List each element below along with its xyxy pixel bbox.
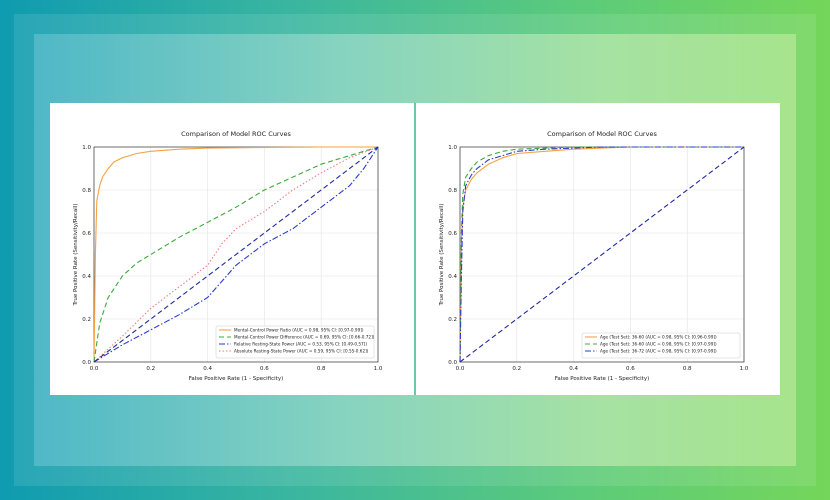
y-tick-label: 1.0 (448, 145, 457, 151)
legend-entry: Absolute Resting-State Power (AUC = 0.59… (234, 349, 369, 354)
y-tick-label: 0.4 (82, 274, 91, 280)
series-line-2 (459, 146, 744, 363)
y-tick-label: 1.0 (82, 145, 91, 151)
series-line-3 (93, 146, 379, 363)
x-tick-label: 0.6 (260, 366, 269, 372)
y-tick-label: 0.0 (82, 360, 91, 366)
y-tick-label: 0.8 (448, 188, 457, 194)
y-tick-label: 0.8 (82, 188, 91, 194)
legend-box (215, 325, 375, 359)
y-tick-label: 0.2 (82, 317, 91, 323)
chart-title: Comparison of Model ROC Curves (547, 130, 657, 138)
legend-entry: Age (Test Set): 36-72 (AUC = 0.98, 95% C… (600, 349, 717, 354)
y-axis-label: True Positive Rate (Sensitivity/Recall) (439, 204, 445, 307)
x-tick-label: 0.8 (317, 366, 326, 372)
x-tick-label: 1.0 (374, 366, 383, 372)
series-line-1 (459, 146, 744, 363)
x-tick-label: 0.6 (626, 366, 635, 372)
chart-panel-right: Comparison of Model ROC Curves 0.0 0.2 0.4 0… (416, 103, 780, 395)
legend-entry: Relative Resting-State Power (AUC = 0.53… (234, 342, 367, 347)
y-axis-label: True Positive Rate (Sensitivity/Recall) (73, 204, 79, 307)
legend-entry: Mental-Control Power Ratio (AUC = 0.98, … (234, 328, 364, 333)
plot-frame (93, 146, 379, 363)
series-line-3 (459, 146, 745, 363)
chart-title: Comparison of Model ROC Curves (181, 130, 291, 138)
series-line-2 (93, 146, 379, 363)
y-tick-label: 0.2 (448, 317, 457, 323)
x-tick-label: 0.4 (203, 366, 212, 372)
x-tick-label: 1.0 (740, 366, 749, 372)
legend-entry: Mental-Control Power Difference (AUC = 0… (234, 335, 375, 340)
chart-panel-left: Comparison of Model ROC Curves 0.0 0.2 0.4 0… (50, 103, 414, 395)
roc-chart-left: Comparison of Model ROC Curves 0.0 0.2 0.4 0… (73, 130, 383, 382)
x-axis-label: False Positive Rate (1 - Specificity) (555, 376, 649, 382)
legend-box (581, 332, 741, 359)
x-tick-label: 0.8 (683, 366, 692, 372)
legend-entry: Age (Test Set): 36-60 (AUC = 0.98, 95% C… (600, 342, 717, 347)
series-line-0 (93, 146, 378, 363)
x-tick-label: 0.2 (512, 366, 521, 372)
y-tick-label: 0.0 (448, 360, 457, 366)
y-tick-label: 0.6 (82, 231, 91, 237)
x-tick-label: 0.0 (456, 366, 465, 372)
x-tick-label: 0.2 (146, 366, 155, 372)
x-tick-label: 0.0 (90, 366, 99, 372)
legend-entry: Age (Test Set): 36-60 (AUC = 0.98, 95% C… (600, 335, 717, 340)
series-line-1 (93, 146, 379, 363)
x-axis-label: False Positive Rate (1 - Specificity) (189, 376, 283, 382)
panel-divider (414, 103, 416, 395)
y-tick-label: 0.6 (448, 231, 457, 237)
roc-chart-right: Comparison of Model ROC Curves 0.0 0.2 0.4 0… (439, 130, 749, 382)
y-tick-label: 0.4 (448, 274, 457, 280)
x-tick-label: 0.4 (569, 366, 578, 372)
series-line-4 (93, 146, 379, 363)
